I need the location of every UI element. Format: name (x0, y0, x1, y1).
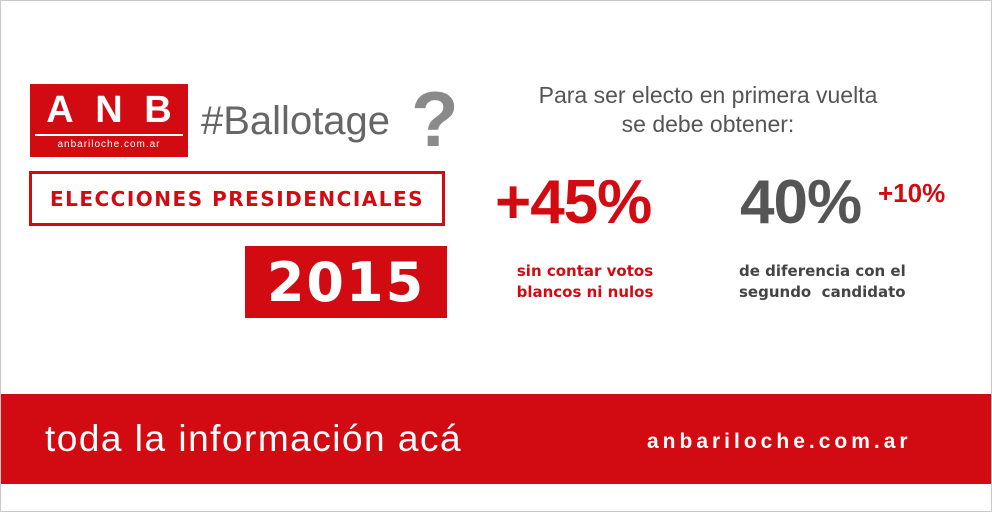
requirement-title-line1: Para ser electo en primera vuelta (538, 82, 878, 108)
stat-40-caption-line1: de diferencia con el (739, 262, 906, 280)
logo-letter-a: A (46, 89, 74, 131)
elecciones-box: ELECCIONES PRESIDENCIALES (29, 171, 445, 226)
year-label: 2015 (266, 250, 426, 314)
footer-url-link[interactable]: anbariloche.com.ar (647, 430, 912, 453)
stat-40-value: 40% (740, 168, 862, 237)
question-mark-icon: ? (411, 75, 459, 163)
footer-cta[interactable]: toda la información acá (45, 418, 463, 459)
requirement-title: Para ser electo en primera vuelta se deb… (506, 81, 910, 139)
stat-40-caption: de diferencia con el segundo candidato (739, 261, 929, 303)
logo-letter-b: B (144, 89, 172, 131)
logo-divider (35, 134, 183, 136)
requirement-title-line2: se debe obtener: (621, 111, 795, 137)
logo-letters: A N B (30, 89, 188, 131)
stat-45-caption: sin contar votos blancos ni nulos (501, 261, 669, 303)
logo-domain: anbariloche.com.ar (57, 139, 161, 150)
stat-40-caption-line2: segundo candidato (739, 283, 906, 301)
elecciones-title: ELECCIONES PRESIDENCIALES (49, 186, 425, 211)
stat-45-value: +45% (495, 168, 652, 237)
hashtag-ballotage: #Ballotage (201, 99, 391, 143)
stat-40-superscript: +10% (878, 178, 946, 208)
logo-letter-n: N (95, 89, 123, 131)
stat-45-caption-line1: sin contar votos (516, 262, 654, 280)
year-box: 2015 (245, 246, 447, 318)
anb-logo[interactable]: A N B anbariloche.com.ar (30, 84, 188, 157)
stat-45-caption-line2: blancos ni nulos (516, 283, 654, 301)
footer-bar[interactable]: toda la información acá anbariloche.com.… (1, 394, 991, 484)
